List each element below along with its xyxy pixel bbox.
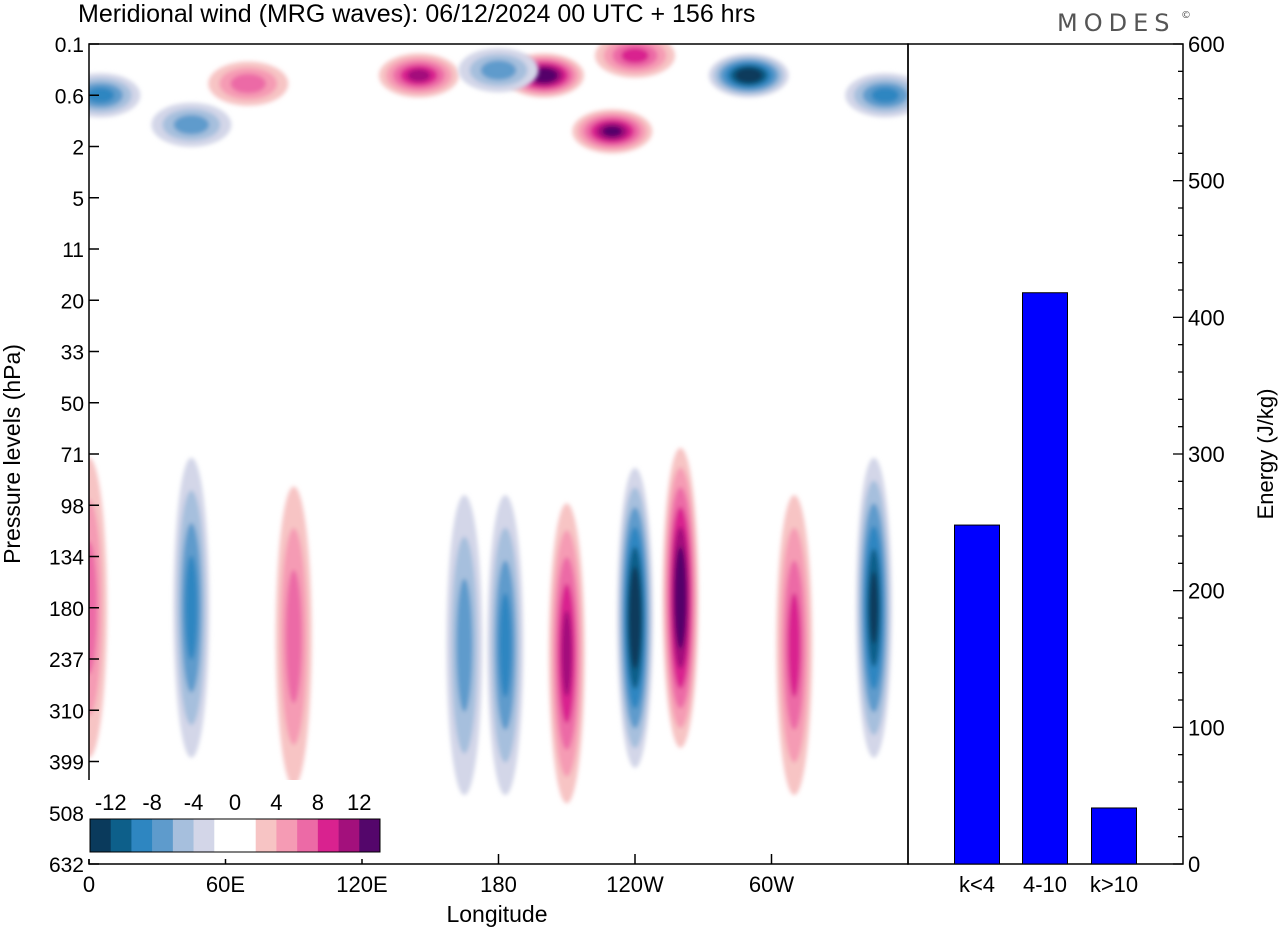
colorbar-frame (89, 818, 381, 853)
field-feature (89, 73, 141, 118)
y-tick-label: 71 (61, 444, 84, 467)
y-tick-label: 33 (61, 342, 84, 365)
colorbar-swatch (214, 819, 236, 852)
y-tick-label: 0.6 (55, 85, 84, 108)
y-tick-label: 50 (61, 393, 84, 416)
colorbar-swatch (131, 819, 153, 852)
x-axis-label: Longitude (446, 901, 547, 927)
colorbar-label: 12 (347, 790, 371, 815)
energy-bars (954, 292, 1137, 865)
y-tick-label: 0.1 (55, 34, 84, 57)
field-feature (845, 73, 908, 118)
field-feature (595, 44, 675, 78)
y-axis-label: Pressure levels (hPa) (0, 344, 25, 564)
y-tick-label: 237 (49, 649, 84, 672)
y-tick-label: 2 (72, 137, 84, 160)
x-tick-label: 120W (606, 872, 664, 897)
energy-bar (1091, 807, 1137, 865)
energy-tick-label: 400 (1188, 305, 1225, 330)
colorbar-label: -12 (95, 790, 127, 815)
field-feature (776, 495, 813, 796)
energy-bar (1022, 292, 1068, 865)
field-feature (708, 53, 789, 98)
colorbar-swatch (110, 819, 132, 852)
energy-tick-label: 600 (1188, 32, 1225, 57)
y-tick-label: 5 (72, 188, 84, 211)
colorbar-swatch (152, 819, 174, 852)
y-tick-label: 11 (62, 239, 84, 262)
colorbar-swatch (255, 819, 277, 852)
colorbar-swatch (359, 819, 381, 852)
colorbar-label: 0 (229, 790, 241, 815)
colorbar-swatch (297, 819, 319, 852)
y-tick-label: 180 (49, 598, 84, 621)
y-tick-label: 20 (61, 290, 84, 313)
energy-tick-label: 0 (1188, 852, 1200, 877)
colorbar-label: -8 (142, 790, 162, 815)
x-tick-label: 0 (83, 872, 95, 897)
energy-category-label: 4-10 (1023, 872, 1067, 897)
field-feature (446, 495, 483, 796)
brand-logo: MODES (1057, 9, 1175, 37)
energy-category-label: k>10 (1090, 872, 1138, 897)
y-tick-label: 399 (49, 752, 84, 775)
energy-tick-label: 200 (1188, 579, 1225, 604)
colorbar-label: -4 (184, 790, 204, 815)
field-feature (151, 102, 232, 147)
energy-axis-label: Energy (J/kg) (1253, 389, 1278, 520)
colorbar-swatch (90, 819, 112, 852)
energy-tick-label: 100 (1188, 715, 1225, 740)
colorbar-swatch (338, 819, 360, 852)
field-feature (572, 109, 653, 154)
colorbar-swatch (172, 819, 194, 852)
y-tick-label: 310 (49, 700, 84, 723)
colorbar-label: 8 (312, 790, 324, 815)
colorbar-swatch (317, 819, 339, 852)
colorbar: -12 -8 -4 0 4 8 12 (87, 780, 383, 859)
energy-category-label: k<4 (959, 872, 995, 897)
energy-tick-label: 500 (1188, 169, 1225, 194)
field-feature (173, 457, 210, 758)
colorbar-label: 4 (270, 790, 282, 815)
map-axes: 0 60E 120E 180 120W 60W 0.1 0.6 2 5 11 20 33 50 71 98 13… (49, 34, 794, 897)
field-feature (662, 447, 699, 748)
field-feature (208, 61, 289, 106)
x-tick-label: 60W (749, 872, 794, 897)
y-tick-label: 508 (49, 803, 84, 826)
brand-mark: © (1181, 10, 1197, 21)
y-tick-label: 632 (49, 854, 84, 877)
y-tick-label: 98 (61, 495, 84, 518)
energy-bar (954, 524, 1000, 865)
colorbar-swatch (235, 819, 257, 852)
field-feature (458, 48, 539, 93)
chart-title: Meridional wind (MRG waves): 06/12/2024 … (78, 0, 755, 28)
energy-tick-label: 300 (1188, 442, 1225, 467)
energy-axes: k<4 4-10 k>10 0 100 200 300 400 500 600 (959, 32, 1225, 897)
x-tick-label: 180 (480, 872, 517, 897)
y-tick-label: 134 (49, 547, 84, 570)
field-feature (275, 486, 312, 787)
field-feature (617, 467, 653, 768)
field-feature (378, 53, 459, 98)
colorbar-swatch (276, 819, 298, 852)
contour-field (89, 44, 908, 864)
field-feature (855, 457, 892, 758)
x-tick-label: 120E (336, 872, 387, 897)
field-feature (548, 503, 585, 804)
field-feature (487, 495, 524, 796)
x-tick-label: 60E (206, 872, 245, 897)
colorbar-swatch (193, 819, 215, 852)
